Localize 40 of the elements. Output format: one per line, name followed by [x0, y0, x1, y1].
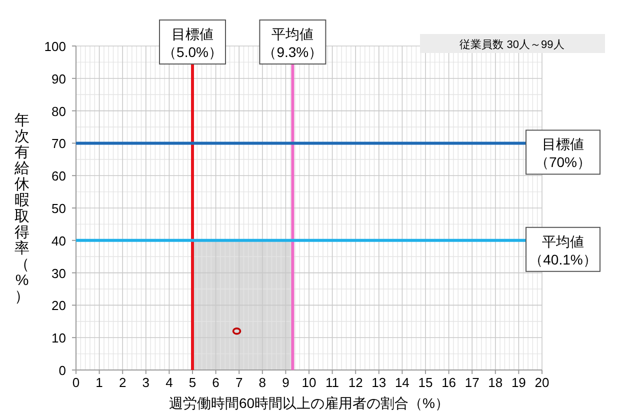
- y-tick-label: 100: [44, 39, 66, 54]
- y-tick-label: 10: [52, 330, 66, 346]
- y-tick-label: 30: [52, 266, 66, 281]
- x-tick-label: 4: [166, 375, 173, 390]
- y-tick-label: 90: [52, 71, 66, 86]
- x-tick-label: 10: [302, 375, 316, 390]
- x-tick-label: 20: [534, 375, 550, 390]
- x-tick-label: 17: [464, 375, 480, 390]
- x-axis-title: 週労働時間60時間以上の雇用者の割合（%）: [168, 395, 450, 411]
- annotation: 従業員数 30人～99人: [460, 39, 564, 51]
- x-tick-label: 2: [118, 375, 126, 390]
- x-tick-label: 15: [418, 375, 433, 390]
- x-tick-label: 3: [142, 375, 150, 390]
- ref-line-label: 目標値（70%）: [534, 136, 592, 170]
- ref-line-label: 平均値（9.3%）: [262, 26, 323, 60]
- y-tick-label: 20: [52, 298, 66, 314]
- y-tick-label: 40: [52, 233, 66, 248]
- x-tick-label: 6: [212, 375, 220, 390]
- y-tick-label: 60: [52, 168, 66, 184]
- x-tick-label: 14: [394, 375, 410, 390]
- x-tick-label: 13: [372, 375, 386, 390]
- x-tick-label: 1: [96, 375, 103, 390]
- y-tick-label: 0: [58, 363, 66, 378]
- ref-line-label: 目標値（5.0%）: [162, 26, 222, 60]
- x-tick-label: 5: [188, 375, 196, 390]
- x-tick-label: 19: [511, 375, 526, 390]
- x-tick-label: 9: [282, 375, 290, 390]
- x-tick-label: 18: [488, 375, 503, 390]
- x-tick-label: 12: [348, 375, 363, 390]
- ref-line-label: 平均値（40.1%）: [529, 233, 597, 268]
- x-tick-label: 16: [442, 375, 456, 390]
- x-tick-label: 11: [326, 375, 340, 390]
- x-tick-label: 0: [72, 375, 80, 390]
- x-tick-label: 8: [258, 375, 266, 390]
- text: 年次有給休暇取得率（%）: [14, 112, 30, 305]
- annotation-box: 従業員数 30人～99人: [420, 34, 605, 53]
- y-tick-label: 80: [52, 104, 66, 119]
- y-tick-label: 70: [52, 136, 66, 152]
- y-tick-label: 50: [52, 201, 66, 216]
- x-tick-label: 7: [235, 375, 243, 390]
